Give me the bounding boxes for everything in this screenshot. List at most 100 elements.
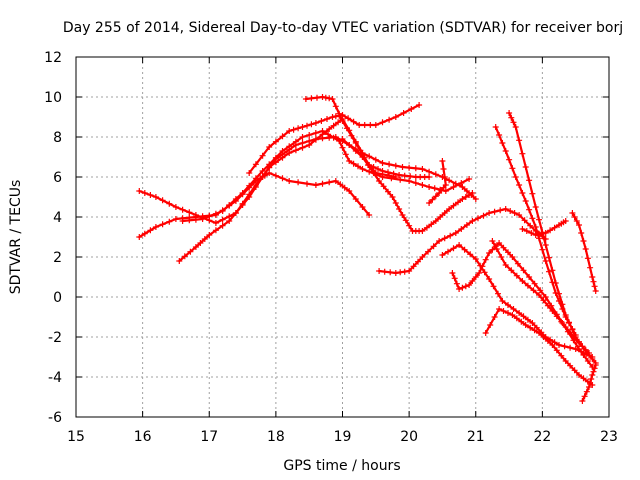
- data-point: [445, 248, 451, 255]
- data-point: [392, 114, 399, 120]
- data-point: [527, 324, 534, 331]
- data-point: [487, 322, 494, 328]
- data-point: [408, 106, 415, 112]
- data-point: [159, 197, 166, 204]
- data-point: [561, 343, 568, 350]
- data-point: [514, 260, 521, 267]
- data-point: [406, 268, 413, 274]
- data-point: [522, 198, 529, 204]
- series-trace-17: [579, 362, 599, 404]
- data-point: [509, 312, 516, 318]
- data-point: [406, 164, 413, 171]
- data-point: [551, 339, 558, 346]
- data-point: [521, 217, 528, 224]
- data-point: [508, 267, 515, 274]
- data-point: [522, 164, 529, 170]
- data-point: [355, 163, 361, 170]
- data-point: [232, 210, 239, 216]
- data-point: [580, 238, 587, 244]
- data-point: [552, 290, 559, 296]
- data-point: [573, 218, 580, 224]
- data-point: [279, 133, 286, 140]
- data-point: [386, 161, 393, 168]
- x-tick-label: 17: [200, 429, 218, 445]
- data-point: [326, 95, 333, 102]
- data-point: [286, 128, 293, 134]
- data-point: [356, 122, 363, 128]
- data-point: [388, 175, 395, 182]
- data-point: [152, 194, 159, 200]
- x-tick-label: 23: [600, 429, 618, 445]
- data-point: [325, 131, 332, 138]
- data-point: [419, 254, 426, 260]
- data-point: [452, 230, 459, 236]
- data-point: [586, 350, 592, 356]
- x-tick-label: 20: [400, 429, 418, 445]
- x-tick-label: 22: [533, 429, 551, 445]
- data-point: [332, 178, 339, 184]
- data-point: [336, 138, 343, 144]
- data-point: [312, 130, 319, 136]
- data-point: [379, 168, 386, 174]
- data-point: [496, 240, 503, 246]
- y-tick-label: 0: [53, 290, 62, 306]
- data-point: [542, 230, 549, 236]
- data-point: [415, 258, 421, 265]
- data-point: [319, 94, 326, 100]
- data-point: [466, 282, 473, 288]
- data-point: [147, 227, 154, 234]
- data-point: [489, 238, 496, 244]
- data-point: [339, 144, 346, 151]
- data-point: [580, 375, 587, 382]
- data-point: [172, 216, 179, 222]
- data-point: [366, 153, 373, 160]
- data-point: [572, 346, 579, 352]
- data-point: [456, 242, 463, 248]
- data-point: [350, 118, 357, 125]
- data-point: [531, 280, 538, 287]
- data-point: [439, 158, 446, 164]
- data-point: [591, 283, 598, 290]
- data-point: [519, 278, 526, 284]
- data-point: [437, 214, 444, 220]
- data-point: [546, 254, 552, 261]
- data-point: [379, 160, 386, 166]
- data-point: [562, 314, 569, 320]
- data-point: [337, 181, 344, 188]
- data-point: [279, 148, 286, 154]
- series-trace-12: [439, 242, 596, 360]
- data-point: [279, 175, 286, 182]
- data-point: [335, 119, 342, 126]
- data-point: [401, 172, 408, 179]
- data-point: [500, 244, 507, 251]
- data-point: [539, 230, 546, 237]
- data-point: [397, 176, 404, 183]
- data-point: [219, 208, 226, 214]
- data-point: [219, 216, 226, 223]
- data-point: [559, 306, 566, 312]
- data-point: [532, 224, 539, 230]
- data-point: [179, 206, 186, 213]
- data-point: [522, 322, 529, 328]
- data-point: [348, 132, 355, 139]
- data-point: [426, 174, 433, 180]
- data-point: [266, 144, 273, 150]
- data-point: [428, 221, 435, 228]
- data-point: [389, 194, 396, 200]
- data-point: [375, 166, 381, 172]
- data-point: [528, 230, 535, 236]
- data-point: [187, 248, 194, 255]
- data-point: [551, 224, 558, 231]
- data-point: [407, 173, 414, 180]
- data-point: [346, 188, 353, 194]
- series-line: [181, 129, 471, 223]
- data-point: [292, 138, 299, 145]
- data-point: [542, 258, 549, 264]
- data-point: [219, 222, 226, 229]
- data-point: [299, 124, 306, 130]
- data-point: [361, 122, 368, 128]
- data-point: [136, 234, 143, 240]
- data-point: [350, 160, 357, 167]
- data-point: [592, 288, 599, 294]
- data-point: [436, 238, 443, 244]
